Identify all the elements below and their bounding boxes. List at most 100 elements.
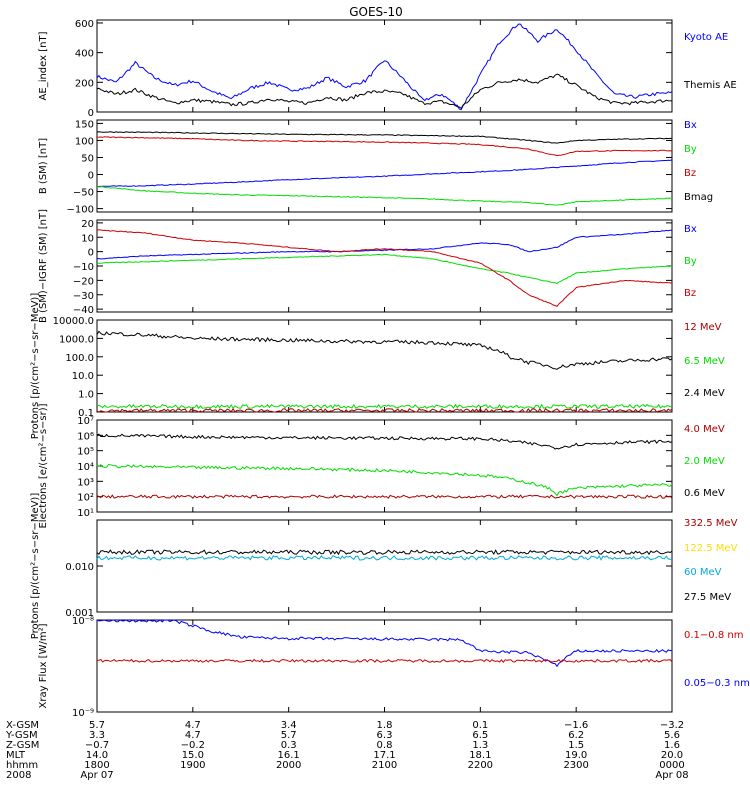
xaxis-tick-label: 20.0 — [661, 750, 683, 761]
xaxis-row-label: Z-GSM — [6, 740, 39, 751]
panel-5-ytick-label: 10¹ — [77, 508, 94, 519]
panel-6-ytick-label: 0.010 — [65, 562, 94, 573]
series-line-bmag — [96, 131, 672, 144]
panel-4-ytick-label: 100.0 — [65, 353, 94, 364]
panel-7-ytick-label: 10⁻⁹ — [72, 708, 94, 719]
panel-2-ytick-label: 100 — [75, 136, 94, 147]
xaxis-row-label: X-GSM — [6, 720, 39, 731]
series-line-6-5-mev — [96, 403, 673, 410]
series-line-kyoto-ae — [96, 23, 673, 111]
panel-3-ytick-label: −10 — [73, 262, 94, 273]
series-line-by — [96, 186, 672, 206]
panel-4-frame — [96, 319, 673, 413]
xaxis-tick-label: 2000 — [276, 760, 301, 771]
xaxis-tick-label: 16.1 — [278, 750, 300, 761]
panel-6-frame — [96, 519, 673, 613]
legend-bx: Bx — [684, 224, 697, 235]
legend-0-6-mev: 0.6 MeV — [684, 488, 725, 499]
panel-5-ytick-label: 10⁴ — [77, 462, 94, 473]
xaxis-row-label: MLT — [6, 750, 26, 761]
panel-5-ytick-label: 10² — [77, 493, 94, 504]
xaxis-tick-label: 2200 — [468, 760, 493, 771]
series-line-0-6-mev — [96, 433, 673, 450]
xaxis-tick-label: 17.1 — [373, 750, 395, 761]
xaxis-tick-label: 5.7 — [281, 730, 297, 741]
panel-5-ytick-label: 10⁵ — [77, 447, 94, 458]
legend-bx: Bx — [684, 120, 697, 131]
xaxis-tick-label: 15.0 — [182, 750, 204, 761]
xaxis-tick-label: 4.7 — [185, 730, 201, 741]
panel-7-ylabel: Xray Flux [W/m²] — [38, 623, 49, 708]
xaxis-tick-label: 1.8 — [377, 720, 393, 731]
legend-122-5-mev: 122.5 MeV — [684, 543, 738, 554]
panel-4-ylabel: Protons [p/(cm²−s−sr−MeV)] — [30, 293, 41, 440]
panel-6-ylabel: Protons [p/(cm²−s−sr−MeV)] — [30, 493, 41, 640]
xaxis-tick-label: 0.3 — [281, 740, 297, 751]
panel-3-ytick-label: −40 — [73, 305, 94, 316]
xaxis-tick-label: 6.3 — [377, 730, 393, 741]
panel-4-ytick-label: 10.0 — [72, 371, 94, 382]
xaxis-tick-label: 0.8 — [377, 740, 393, 751]
series-line-bz — [96, 136, 673, 157]
xaxis-tick-label: −3.2 — [660, 720, 684, 731]
legend-0-1-0-8-nm: 0.1−0.8 nm — [684, 630, 743, 641]
panel-5-ytick-label: 10³ — [77, 477, 94, 488]
series-line-60-mev — [96, 555, 673, 561]
panel-4-ytick-label: 1000.0 — [59, 334, 94, 345]
legend-bmag: Bmag — [684, 192, 713, 203]
xaxis-row-label: 2008 — [6, 770, 31, 781]
legend-2-4-mev: 2.4 MeV — [684, 388, 725, 399]
legend-bz: Bz — [684, 168, 696, 179]
xaxis-tick-label: 2300 — [563, 760, 588, 771]
xaxis-tick-label: 1.6 — [664, 740, 680, 751]
legend-themis-ae: Themis AE — [683, 80, 737, 91]
panel-4-ytick-label: 10000.0 — [53, 316, 94, 327]
legend-kyoto-ae: Kyoto AE — [684, 32, 728, 43]
panel-1-ytick-label: 0 — [88, 108, 94, 119]
panel-3-ytick-label: 0 — [88, 248, 94, 259]
xaxis-tick-label: 0.1 — [472, 720, 488, 731]
xaxis-tick-label: 1900 — [180, 760, 205, 771]
series-line-2-4-mev — [96, 330, 673, 370]
xaxis-tick-label: −0.2 — [181, 740, 205, 751]
panel-3-frame — [96, 219, 673, 313]
legend-60-mev: 60 MeV — [684, 567, 722, 578]
panel-3-ytick-label: −30 — [73, 291, 94, 302]
xaxis-tick-label: −1.6 — [564, 720, 588, 731]
xaxis-tick-label: −0.7 — [85, 740, 109, 751]
panel-2-ytick-label: 0 — [88, 171, 94, 182]
panel-2-ytick-label: 150 — [75, 119, 94, 130]
panel-7-frame — [96, 619, 673, 713]
panel-6-ytick-label: 0.001 — [65, 608, 94, 619]
xaxis-tick-label: 1800 — [84, 760, 109, 771]
panel-1-ytick-label: 200 — [75, 78, 94, 89]
xaxis-tick-label: 6.5 — [472, 730, 488, 741]
xaxis-tick-label: 18.1 — [469, 750, 491, 761]
xaxis-tick-label: 4.7 — [185, 720, 201, 731]
legend-by: By — [684, 144, 697, 155]
panel-1-ytick-label: 400 — [75, 49, 94, 60]
series-line-2-0-mev — [96, 463, 673, 497]
legend-12-mev: 12 MeV — [684, 322, 722, 333]
panel-5-ytick-label: 10⁶ — [77, 431, 94, 442]
panel-2-ytick-label: −100 — [67, 205, 94, 216]
xaxis-tick-label: 1.3 — [472, 740, 488, 751]
xaxis-tick-label: 3.4 — [281, 720, 297, 731]
xaxis-row-label: Y-GSM — [5, 730, 38, 741]
panel-1-frame — [96, 19, 673, 113]
series-line-by — [96, 253, 673, 285]
legend-by: By — [684, 256, 697, 267]
xaxis-tick-label: 3.3 — [89, 730, 105, 741]
xaxis-row-label: hhmm — [6, 760, 38, 771]
panel-1-ylabel: AE_index [nT] — [38, 31, 49, 100]
panel-1-ytick-label: 600 — [75, 19, 94, 30]
panel-3-ytick-label: 20 — [81, 219, 94, 230]
series-line-themis-ae — [96, 73, 673, 110]
panel-3-ytick-label: 10 — [81, 233, 94, 244]
legend-4-0-mev: 4.0 MeV — [684, 424, 725, 435]
panel-2-ytick-label: −50 — [73, 188, 94, 199]
panel-4-ytick-label: 0.1 — [78, 408, 94, 419]
panel-7-ytick-label: 10⁻⁸ — [72, 616, 94, 627]
series-line-12-mev — [96, 407, 673, 413]
